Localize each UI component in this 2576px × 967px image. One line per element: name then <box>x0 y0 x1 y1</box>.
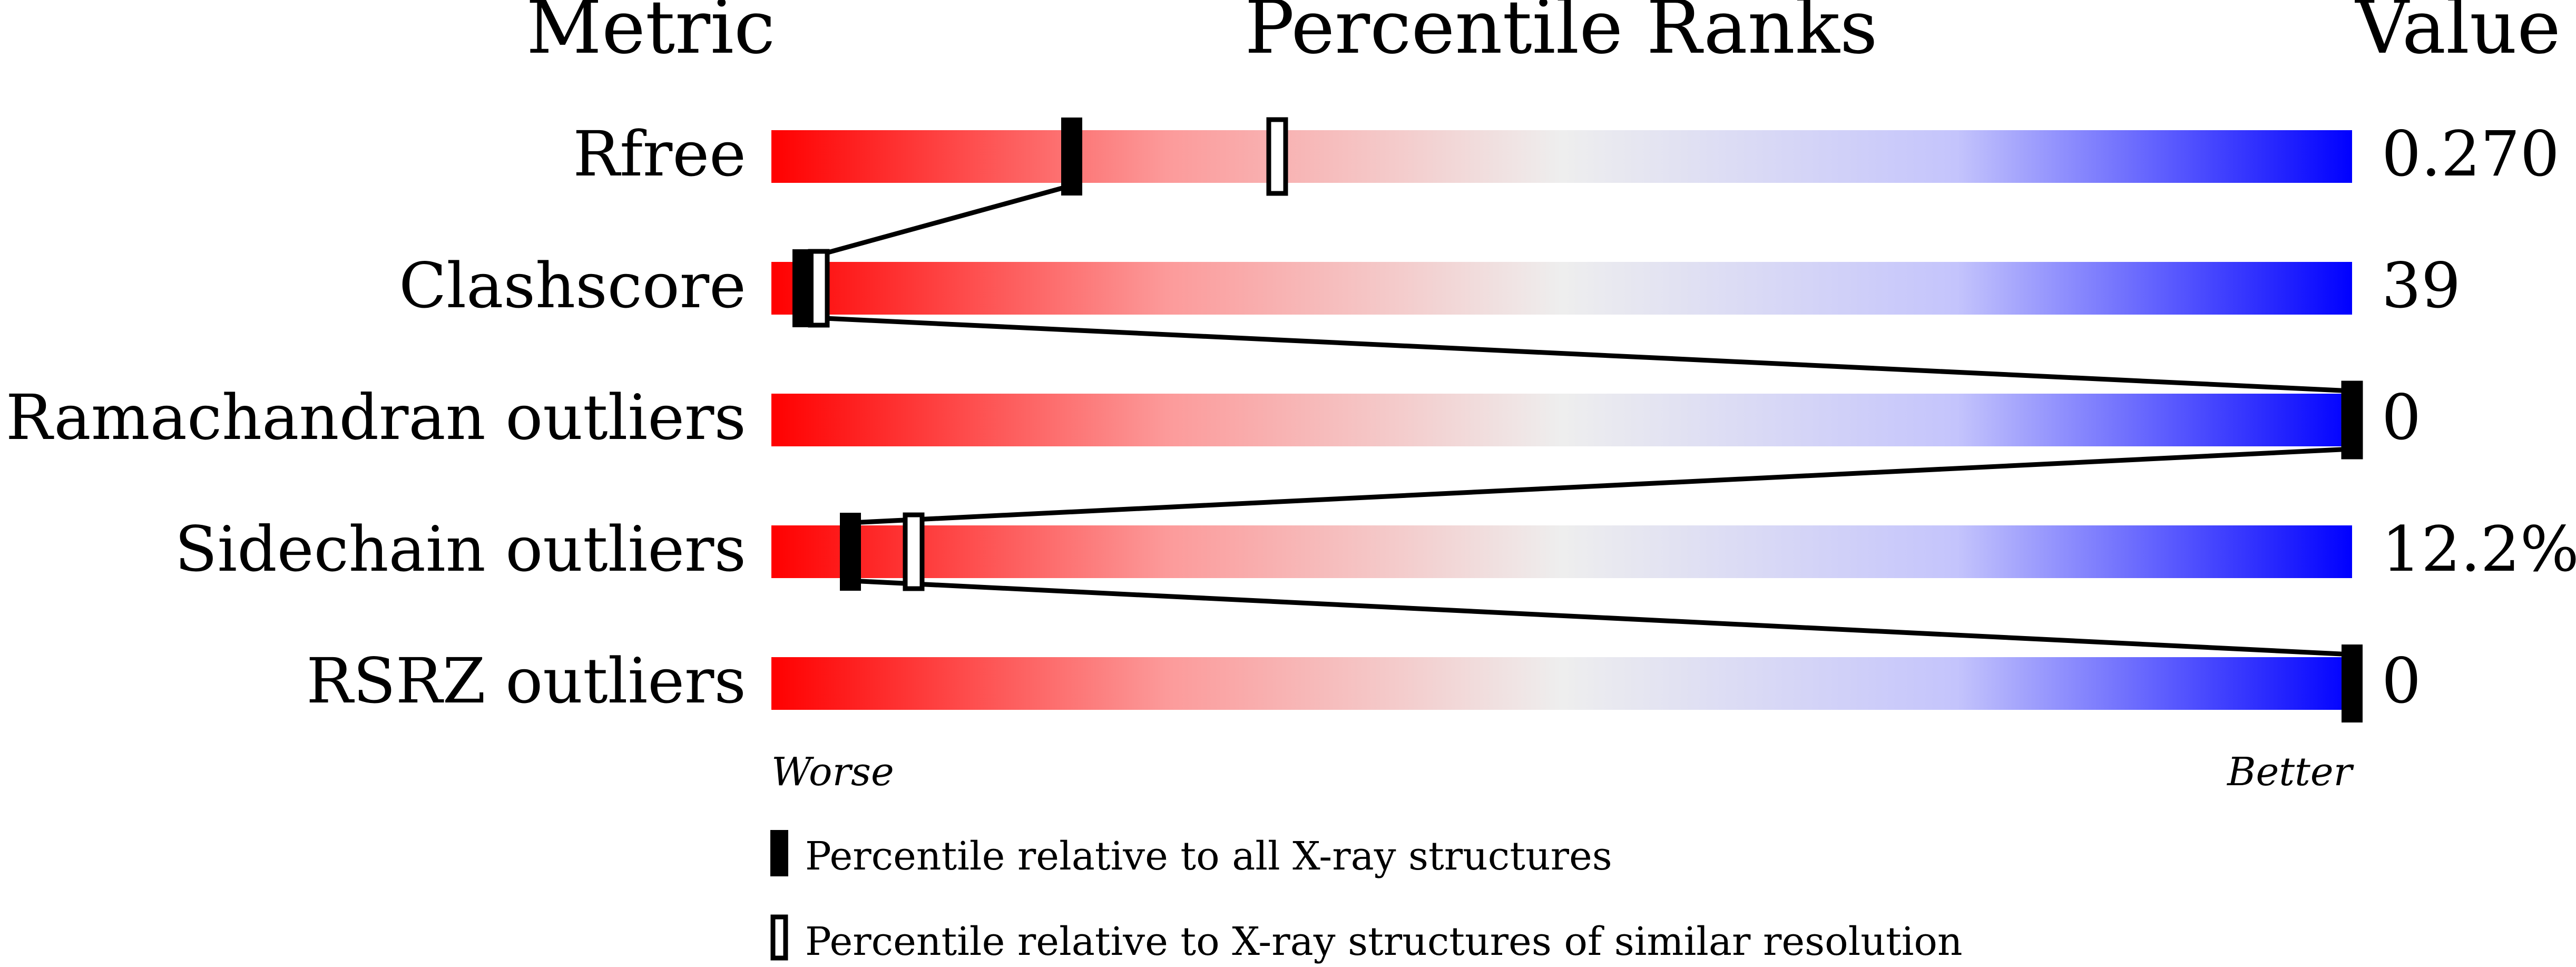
marker-all-structures-ramachandran-outliers <box>2342 381 2363 459</box>
metric-label-clashscore: Clashscore <box>399 249 746 322</box>
marker-similar-resolution-sidechain-outliers <box>903 512 925 591</box>
value-ramachandran-outliers: 0 <box>2382 381 2421 454</box>
legend-label-all: Percentile relative to all X-ray structu… <box>805 834 1612 879</box>
legend-filled-marker-icon <box>770 830 788 876</box>
percentile-bar-ramachandran-outliers <box>771 394 2352 446</box>
marker-similar-resolution-rfree <box>1266 117 1288 196</box>
value-rsrz-outliers: 0 <box>2382 644 2421 717</box>
marker-all-structures-clashscore <box>792 249 814 327</box>
axis-label-worse: Worse <box>771 749 894 795</box>
legend-open-marker-icon <box>770 914 788 961</box>
connector-line <box>802 315 2353 394</box>
metric-label-rfree: Rfree <box>573 118 746 190</box>
header-metric: Metric <box>526 0 776 71</box>
value-rfree: 0.270 <box>2382 118 2560 190</box>
percentile-bar-rfree <box>771 130 2352 183</box>
connector-line <box>850 578 2353 657</box>
marker-all-structures-sidechain-outliers <box>840 513 861 591</box>
axis-label-better: Better <box>2226 749 2354 795</box>
connector-line <box>802 183 1073 262</box>
legend-label-similar: Percentile relative to X-ray structures … <box>805 919 1963 964</box>
percentile-bar-rsrz-outliers <box>771 657 2352 710</box>
header-percentile-ranks: Percentile Ranks <box>1245 0 1877 71</box>
percentile-bar-sidechain-outliers <box>771 525 2352 578</box>
connector-line <box>850 446 2353 525</box>
marker-all-structures-rsrz-outliers <box>2342 644 2363 722</box>
metric-label-ramachandran-outliers: Ramachandran outliers <box>6 381 746 454</box>
value-sidechain-outliers: 12.2% <box>2382 513 2576 585</box>
value-clashscore: 39 <box>2382 249 2461 322</box>
percentile-bar-clashscore <box>771 262 2352 315</box>
metric-label-sidechain-outliers: Sidechain outliers <box>175 513 746 585</box>
header-value: Value <box>2354 0 2561 71</box>
marker-all-structures-rfree <box>1061 118 1082 196</box>
metric-label-rsrz-outliers: RSRZ outliers <box>306 644 746 717</box>
